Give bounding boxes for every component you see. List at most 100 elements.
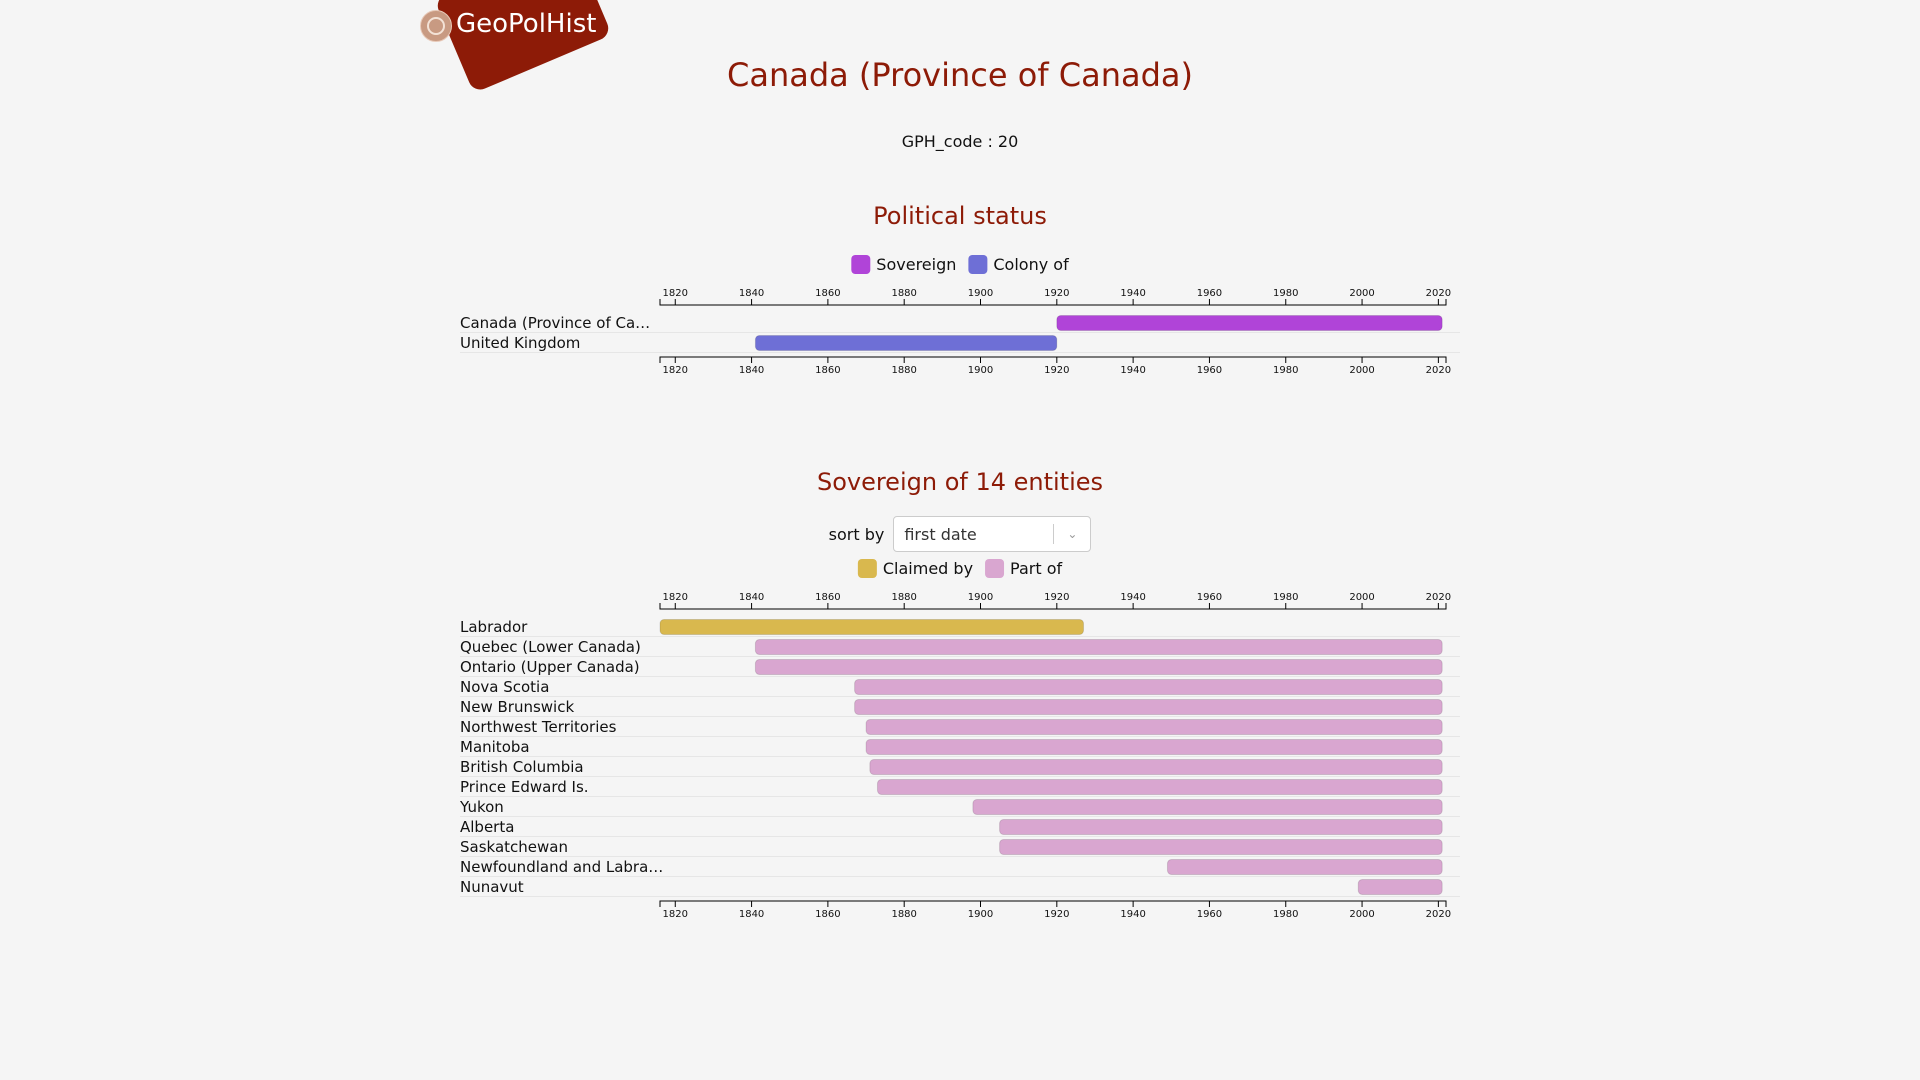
x-axis-bottom: 1820 1840 1860 1880 1900 1920 1940 1960 1980 2000… (659, 356, 1451, 376)
timeline-bar[interactable] (876, 779, 1443, 795)
x-tick: 1940 (1120, 592, 1146, 609)
tick-label: 1940 (1120, 365, 1145, 376)
tick-label: 1940 (1120, 909, 1145, 920)
x-tick: 2020 (1426, 901, 1451, 920)
timeline-row: Quebec (Lower Canada) (460, 638, 1460, 657)
tick-label: 1880 (891, 288, 916, 299)
row-label: Nova Scotia (460, 678, 549, 696)
x-tick: 1940 (1120, 357, 1146, 376)
x-axis-top: 1820 1840 1860 1880 1900 1920 1940 1960 1980 2000… (659, 592, 1451, 610)
x-tick: 1900 (968, 357, 993, 376)
x-tick: 2000 (1349, 357, 1375, 376)
x-tick: 1960 (1197, 901, 1222, 920)
logo-link[interactable]: GeoPolHist (418, 0, 612, 100)
timeline-bar[interactable] (865, 719, 1443, 735)
legend-item: Colony of (968, 255, 1069, 274)
sort-select[interactable]: first date ⌄ (893, 516, 1092, 552)
timeline-bar[interactable] (865, 739, 1443, 755)
timeline-row: Nova Scotia (460, 678, 1460, 697)
timeline-bar[interactable] (754, 639, 1443, 655)
sort-select-value: first date (904, 524, 977, 544)
tick-label: 1860 (815, 288, 840, 299)
tick-label: 1900 (968, 909, 993, 920)
timeline-row: New Brunswick (460, 698, 1460, 717)
tick-label: 2000 (1349, 592, 1374, 603)
sort-select-separator (1053, 524, 1055, 544)
row-label: Nunavut (460, 878, 524, 896)
timeline-bar[interactable] (972, 799, 1443, 815)
tick-label: 2020 (1426, 592, 1451, 603)
legend-swatch (985, 559, 1005, 578)
x-tick: 1920 (1044, 357, 1070, 376)
tick-label: 1880 (891, 909, 916, 920)
chevron-down-icon[interactable]: ⌄ (1067, 527, 1078, 541)
sovereign-of-chart: Claimed by Part of 1820 1840 1860 1880 1900 192… (459, 559, 1460, 920)
timeline-bar[interactable] (754, 659, 1443, 675)
timeline-bar[interactable] (1357, 879, 1443, 895)
x-tick: 1940 (1120, 288, 1146, 305)
x-tick: 1820 (663, 357, 688, 376)
tick-label: 1900 (968, 365, 993, 376)
tick-label: 1980 (1273, 909, 1298, 920)
tick-label: 1920 (1044, 288, 1069, 299)
row-label: Manitoba (460, 738, 530, 756)
row-label: Ontario (Upper Canada) (460, 658, 640, 676)
tick-label: 1960 (1197, 592, 1222, 603)
axis-line (659, 603, 1447, 610)
political-status-chart: Sovereign Colony of 1820 1840 1860 1880 1900 19… (460, 255, 1460, 376)
x-tick: 1860 (815, 901, 841, 920)
timeline-bar[interactable] (869, 759, 1443, 775)
tick-label: 1920 (1044, 909, 1069, 920)
tick-label: 1840 (739, 365, 764, 376)
tick-label: 1820 (663, 365, 688, 376)
x-tick: 1960 (1197, 592, 1222, 609)
tick-label: 1840 (739, 909, 764, 920)
timeline-row: Labrador (460, 618, 1460, 637)
timeline-bar[interactable] (854, 699, 1443, 715)
tick-label: 2020 (1426, 365, 1451, 376)
gph-code: GPH_code : 20 (901, 132, 1019, 151)
globe-icon (420, 10, 452, 42)
x-tick: 2020 (1426, 592, 1451, 609)
timeline-bar[interactable] (999, 819, 1443, 835)
tick-label: 1960 (1197, 909, 1222, 920)
x-tick: 1860 (815, 592, 841, 609)
legend-swatch (968, 255, 988, 274)
x-tick: 1940 (1120, 901, 1146, 920)
tick-label: 1860 (815, 909, 840, 920)
tick-label: 1940 (1120, 592, 1145, 603)
timeline-row: Prince Edward Is. (460, 778, 1460, 797)
legend: Claimed by Part of (857, 559, 1063, 578)
axis-line (659, 900, 1447, 907)
tick-label: 1940 (1120, 288, 1145, 299)
row-label: Prince Edward Is. (460, 778, 589, 796)
tick-label: 1880 (891, 592, 916, 603)
row-label: Canada (Province of Ca… (460, 314, 650, 332)
x-tick: 1920 (1044, 288, 1070, 305)
timeline-bar[interactable] (999, 839, 1443, 855)
legend-label: Sovereign (876, 255, 956, 274)
x-tick: 1840 (739, 901, 764, 920)
timeline-row: Manitoba (460, 738, 1460, 757)
timeline-bar[interactable] (854, 679, 1443, 695)
tick-label: 1880 (891, 365, 916, 376)
tick-label: 2000 (1349, 365, 1374, 376)
row-label: Alberta (460, 818, 514, 836)
timeline-bar[interactable] (659, 619, 1085, 635)
timeline-bar[interactable] (1166, 859, 1443, 875)
x-tick: 1820 (663, 901, 688, 920)
x-tick: 1860 (815, 288, 841, 305)
x-tick: 1840 (739, 357, 764, 376)
timeline-row: Saskatchewan (460, 838, 1460, 857)
timeline-bar[interactable] (1056, 315, 1443, 331)
tick-label: 1920 (1044, 365, 1069, 376)
tick-label: 1820 (663, 592, 688, 603)
x-tick: 1960 (1197, 357, 1222, 376)
sovereign-of-heading: Sovereign of 14 entities (816, 468, 1104, 496)
x-tick: 1880 (891, 357, 917, 376)
tick-label: 2020 (1426, 288, 1451, 299)
tick-label: 1900 (968, 592, 993, 603)
x-tick: 1820 (663, 592, 688, 609)
logo-name: GeoPolHist (456, 9, 597, 39)
timeline-bar[interactable] (754, 335, 1058, 351)
